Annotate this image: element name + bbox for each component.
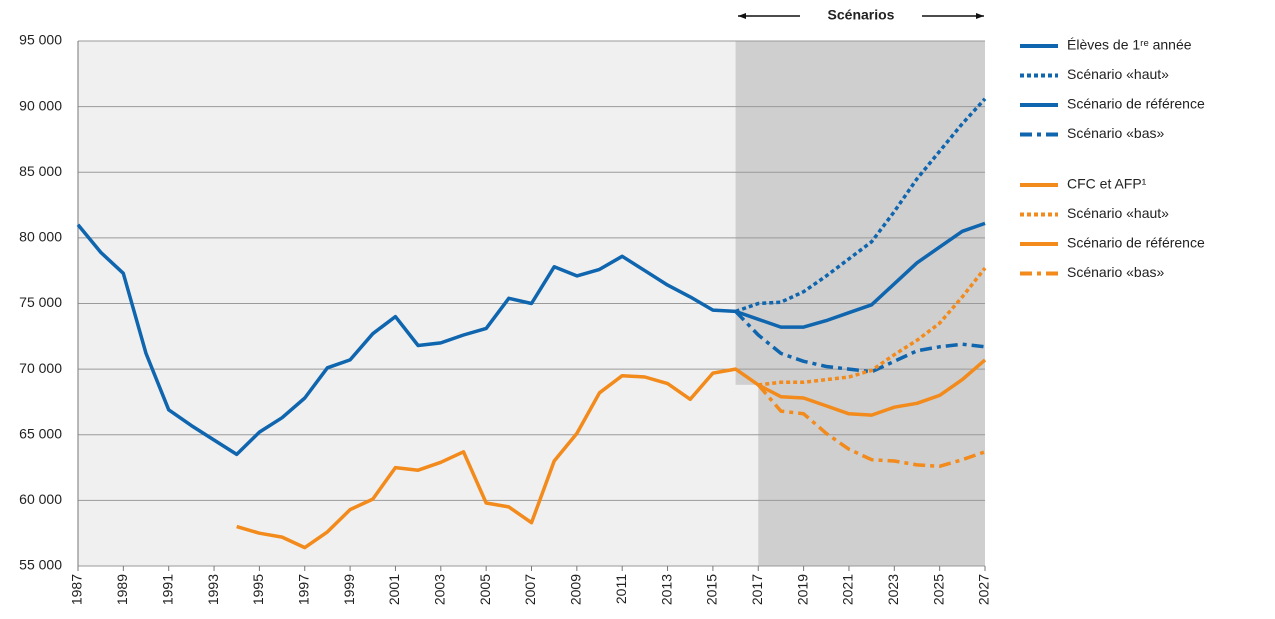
series-line (735, 97, 987, 314)
legend-label: CFC et AFP¹ (1067, 176, 1147, 192)
series-line (236, 367, 760, 550)
legend-label: Scénario «bas» (1067, 264, 1165, 280)
x-tick-label: 2021 (840, 574, 856, 605)
series-line (758, 267, 987, 387)
legend-label: Scénario de référence (1067, 96, 1205, 112)
legend-label: Élèves de 1ʳᵉ année (1067, 37, 1192, 53)
y-tick-label: 90 000 (19, 97, 62, 113)
x-tick-label: 1995 (250, 574, 266, 605)
series-line (76, 223, 736, 457)
y-tick-label: 85 000 (19, 163, 62, 179)
x-tick-label: 2023 (885, 574, 901, 605)
series-line (756, 383, 986, 469)
x-tick-label: 2003 (432, 574, 448, 605)
x-tick-label: 1997 (295, 574, 311, 605)
x-tick-label: 1999 (341, 574, 357, 605)
x-tick-label: 2001 (386, 574, 402, 605)
y-tick-label: 95 000 (19, 32, 62, 48)
x-tick-label: 2007 (522, 574, 538, 605)
y-tick-label: 70 000 (19, 360, 62, 376)
x-tick-label: 1987 (69, 574, 85, 605)
arrow-head (738, 13, 746, 19)
x-tick-label: 2011 (613, 574, 629, 604)
x-tick-label: 1989 (114, 574, 130, 605)
y-tick-label: 65 000 (19, 425, 62, 441)
x-tick-label: 2009 (568, 574, 584, 605)
series-line (757, 358, 987, 417)
legend-label: Scénario de référence (1067, 235, 1205, 251)
x-tick-label: 2019 (794, 574, 810, 605)
y-tick-label: 75 000 (19, 294, 62, 310)
x-tick-label: 2013 (658, 574, 674, 605)
x-tick-label: 2015 (704, 574, 720, 605)
legend-label: Scénario «haut» (1067, 66, 1169, 82)
legend-label: Scénario «haut» (1067, 205, 1169, 221)
y-tick-label: 55 000 (19, 557, 62, 573)
series-line (735, 221, 986, 329)
x-tick-label: 1991 (159, 574, 175, 605)
x-tick-label: 2025 (930, 574, 946, 605)
y-tick-label: 60 000 (19, 491, 62, 507)
legend-label: Scénario «bas» (1067, 125, 1165, 141)
y-tick-label: 80 000 (19, 229, 62, 245)
series-line (734, 310, 986, 374)
x-tick-label: 2027 (976, 574, 992, 605)
arrow-head (976, 13, 984, 19)
x-tick-label: 2005 (477, 574, 493, 605)
x-tick-label: 2017 (749, 574, 765, 605)
x-tick-label: 1993 (205, 574, 221, 605)
scenario-label: Scénarios (828, 7, 895, 23)
